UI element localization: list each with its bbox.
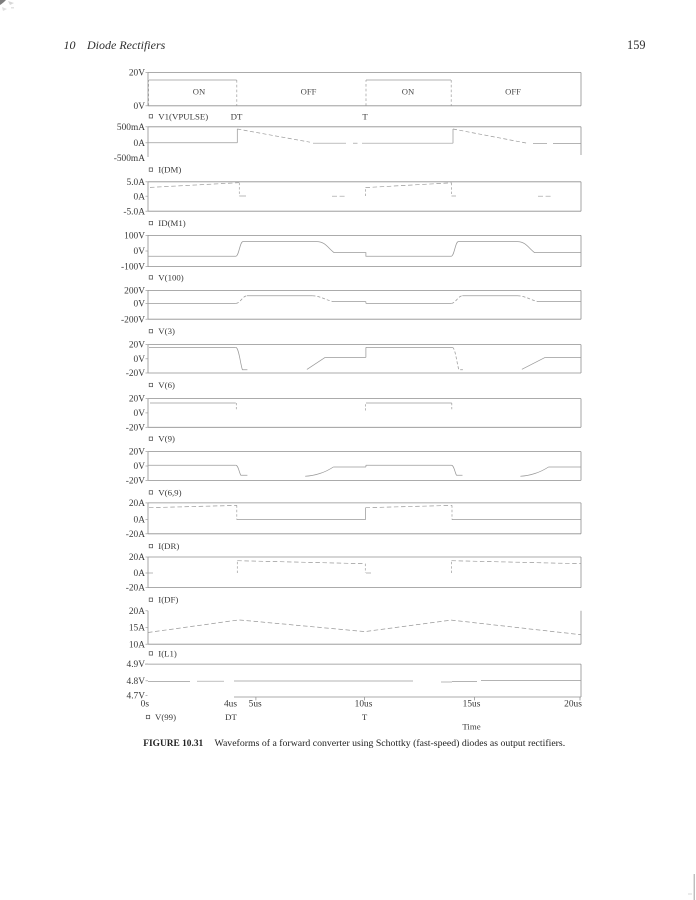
- svg-text:4.8V: 4.8V: [127, 677, 146, 687]
- svg-text:0A: 0A: [134, 569, 146, 579]
- svg-text:200V: 200V: [124, 287, 145, 297]
- svg-text:-20V: -20V: [126, 423, 145, 433]
- svg-text:20V: 20V: [129, 69, 145, 79]
- svg-text:I(DF): I(DF): [158, 595, 178, 605]
- svg-text:20A: 20A: [129, 607, 145, 617]
- svg-text:5.0A: 5.0A: [127, 178, 146, 188]
- svg-text:T: T: [362, 712, 368, 722]
- svg-text:V(9): V(9): [158, 434, 175, 444]
- svg-text:-20A: -20A: [126, 584, 145, 594]
- svg-text:4.7V: 4.7V: [127, 692, 146, 702]
- svg-text:OFF: OFF: [505, 87, 521, 97]
- svg-text:0V: 0V: [134, 102, 146, 112]
- svg-text:FIGURE 10.31: FIGURE 10.31: [143, 739, 203, 749]
- svg-text:-500mA: -500mA: [114, 154, 145, 164]
- svg-text:0A: 0A: [134, 192, 146, 202]
- svg-text:DT: DT: [231, 111, 243, 121]
- svg-text:ON: ON: [402, 87, 415, 97]
- svg-text:0s: 0s: [141, 700, 150, 710]
- svg-text:-20V: -20V: [126, 369, 145, 379]
- svg-text:500mA: 500mA: [117, 123, 145, 133]
- svg-text:20V: 20V: [129, 395, 145, 405]
- svg-text:V(3): V(3): [158, 326, 175, 336]
- svg-text:0A: 0A: [134, 139, 146, 149]
- svg-text:Diode Rectifiers: Diode Rectifiers: [86, 38, 166, 52]
- svg-text:20A: 20A: [129, 499, 145, 509]
- svg-text:10A: 10A: [129, 640, 145, 650]
- svg-text:20A: 20A: [129, 553, 145, 563]
- svg-text:0A: 0A: [134, 516, 146, 526]
- svg-text:-200V: -200V: [121, 315, 145, 325]
- svg-text:5us: 5us: [249, 700, 262, 710]
- svg-text:-20A: -20A: [126, 530, 145, 540]
- svg-text:-5.0A: -5.0A: [123, 207, 145, 217]
- svg-text:ID(M1): ID(M1): [158, 218, 185, 228]
- svg-text:159: 159: [627, 38, 645, 52]
- svg-text:I(L1): I(L1): [158, 648, 177, 658]
- svg-text:Time: Time: [462, 721, 480, 731]
- svg-text:0V: 0V: [134, 247, 146, 257]
- svg-text:0V: 0V: [134, 409, 146, 419]
- svg-text:20V: 20V: [129, 448, 145, 458]
- svg-text:V1(VPULSE): V1(VPULSE): [158, 111, 208, 121]
- svg-text:20us: 20us: [564, 700, 582, 710]
- svg-text:V(99): V(99): [155, 712, 176, 722]
- svg-text:OFF: OFF: [301, 87, 317, 97]
- svg-text:V(6): V(6): [158, 380, 175, 390]
- svg-text:20V: 20V: [129, 341, 145, 351]
- svg-text:V(6,9): V(6,9): [158, 487, 181, 497]
- svg-text:4.9V: 4.9V: [127, 660, 146, 670]
- svg-text:DT: DT: [225, 712, 237, 722]
- svg-text:4us: 4us: [224, 700, 237, 710]
- svg-text:Waveforms of a forward convert: Waveforms of a forward converter using S…: [215, 738, 566, 749]
- svg-text:15A: 15A: [129, 624, 145, 634]
- svg-text:I(DM): I(DM): [158, 165, 181, 175]
- svg-text:ON: ON: [193, 87, 206, 97]
- svg-text:I(DR): I(DR): [158, 541, 179, 551]
- svg-text:15us: 15us: [463, 700, 481, 710]
- svg-text:10: 10: [64, 38, 76, 52]
- svg-text:-20V: -20V: [126, 477, 145, 487]
- svg-text:0V: 0V: [134, 462, 146, 472]
- svg-text:100V: 100V: [124, 232, 145, 242]
- svg-text:0V: 0V: [134, 300, 146, 310]
- svg-text:-100V: -100V: [121, 263, 145, 273]
- svg-text:10us: 10us: [355, 700, 373, 710]
- svg-text:V(100): V(100): [158, 272, 183, 282]
- svg-text:T: T: [362, 111, 368, 121]
- svg-text:0V: 0V: [134, 355, 146, 365]
